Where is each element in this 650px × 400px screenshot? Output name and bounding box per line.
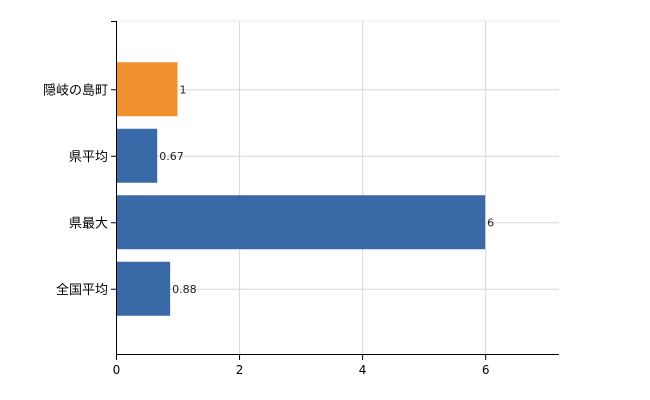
category-label: 隠岐の島町 (43, 83, 108, 98)
bar (116, 261, 171, 316)
data-label: 6 (487, 216, 494, 229)
data-label: 0.88 (172, 283, 197, 296)
x-tick-label: 4 (359, 363, 367, 377)
category-label: 県最大 (69, 216, 108, 231)
data-label: 0.67 (159, 150, 184, 163)
category-label: 県平均 (69, 150, 108, 165)
x-tick-label: 2 (236, 363, 244, 377)
bar (116, 62, 178, 117)
bar (116, 195, 486, 250)
x-tick-label: 6 (482, 363, 490, 377)
x-tick-label: 0 (113, 363, 121, 377)
bar (116, 128, 158, 183)
category-label: 全国平均 (56, 282, 108, 298)
data-label: 1 (180, 83, 187, 96)
